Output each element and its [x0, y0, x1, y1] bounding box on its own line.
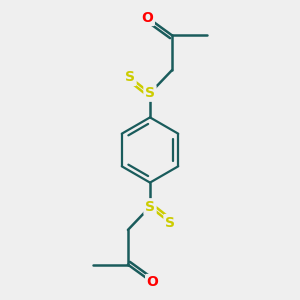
Text: S: S [145, 86, 155, 100]
Text: S: S [145, 200, 155, 214]
Text: O: O [147, 275, 159, 290]
Text: S: S [125, 70, 135, 84]
Text: S: S [165, 216, 175, 230]
Text: O: O [141, 11, 153, 25]
